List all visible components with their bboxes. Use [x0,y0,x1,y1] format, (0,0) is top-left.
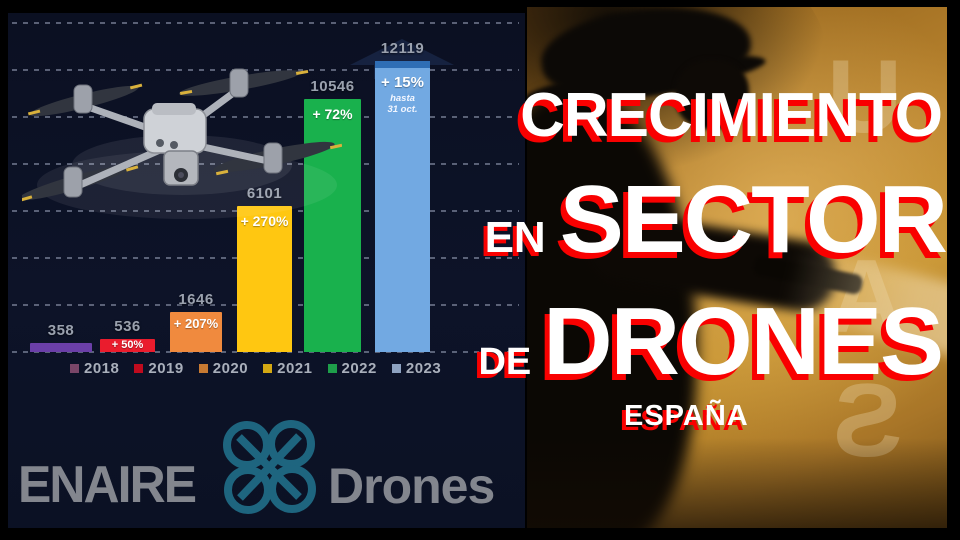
gridline [12,116,519,118]
headline-sector: SECTOR [559,166,948,273]
enaire-wordmark: ENAIRE [18,456,197,514]
headline-de: DE [478,341,532,383]
bar-2021: + 270% [237,206,292,352]
enaire-drones-logo: ENAIRE Drones [8,403,525,528]
bar-note-line: 31 oct. [387,104,418,115]
legend-item-2019: 2019 [134,360,183,377]
value-label-2021: 6101 [246,185,283,202]
headline-en: EN [484,213,546,262]
legend-item-2020: 2020 [198,360,249,377]
legend-swatch [263,364,273,373]
mask-silhouette [675,59,749,129]
growth-label: + 207% [173,316,219,331]
growth-label: + 15% [381,74,424,91]
drones-wordmark: Drones [328,458,495,514]
bar-2022: + 72% [304,99,361,352]
value-label-2020: 1646 [178,291,214,308]
bar-2023: + 15% hasta 31 oct. [375,61,430,352]
value-label-2019: 536 [114,318,141,335]
headline-crecimiento: CRECIMIENTO [520,81,943,150]
bar-note-line: hasta [390,93,415,104]
bar-2018 [30,343,92,352]
legend-label: 2019 [148,360,184,377]
gridline [12,22,519,24]
value-label-2018: 358 [47,322,75,339]
legend-swatch [70,364,79,373]
chart-legend: 2018 2019 2020 2021 2022 2023 [70,360,441,377]
bar-cap [375,61,430,68]
legend-item-2021: 2021 [263,360,312,377]
legend-label: 2021 [277,360,313,377]
bottom-vignette [527,438,947,528]
legend-label: 2020 [212,360,249,377]
headline-drones: DRONES [543,288,944,395]
bar-2019: + 50% [100,339,155,352]
legend-item-2023: 2023 [391,360,442,377]
legend-item-2018: 2018 [70,360,119,377]
bar-2020: + 207% [170,312,222,352]
growth-label: + 50% [111,339,144,351]
drone-growth-chart: 358 536 + 50% 1646 + 207% 6101 + 270% 10546 + 72… [8,13,525,528]
growth-label: + 72% [312,106,353,122]
legend-label: 2018 [84,360,120,377]
legend-label: 2022 [341,360,377,377]
legend-swatch [198,364,208,373]
value-label-2022: 10546 [310,78,355,95]
value-label-2023: 12119 [380,40,425,57]
legend-swatch [134,364,144,373]
growth-label: + 270% [240,213,289,229]
gridline [12,69,519,71]
legend-label: 2023 [405,360,442,377]
legend-swatch [327,364,337,373]
headline-espana: ESPAÑA [624,400,749,432]
watermark-letter-u: U [827,39,903,155]
legend-swatch [391,364,401,373]
legend-item-2022: 2022 [327,360,377,377]
drone-rotors-icon [223,420,316,514]
drone-image [22,68,342,219]
headline-de-drones: DE DRONES [478,288,944,395]
gridline [12,351,519,353]
firefighter-photo: U A S [527,7,947,528]
headline-en-sector: EN SECTOR [484,166,948,273]
